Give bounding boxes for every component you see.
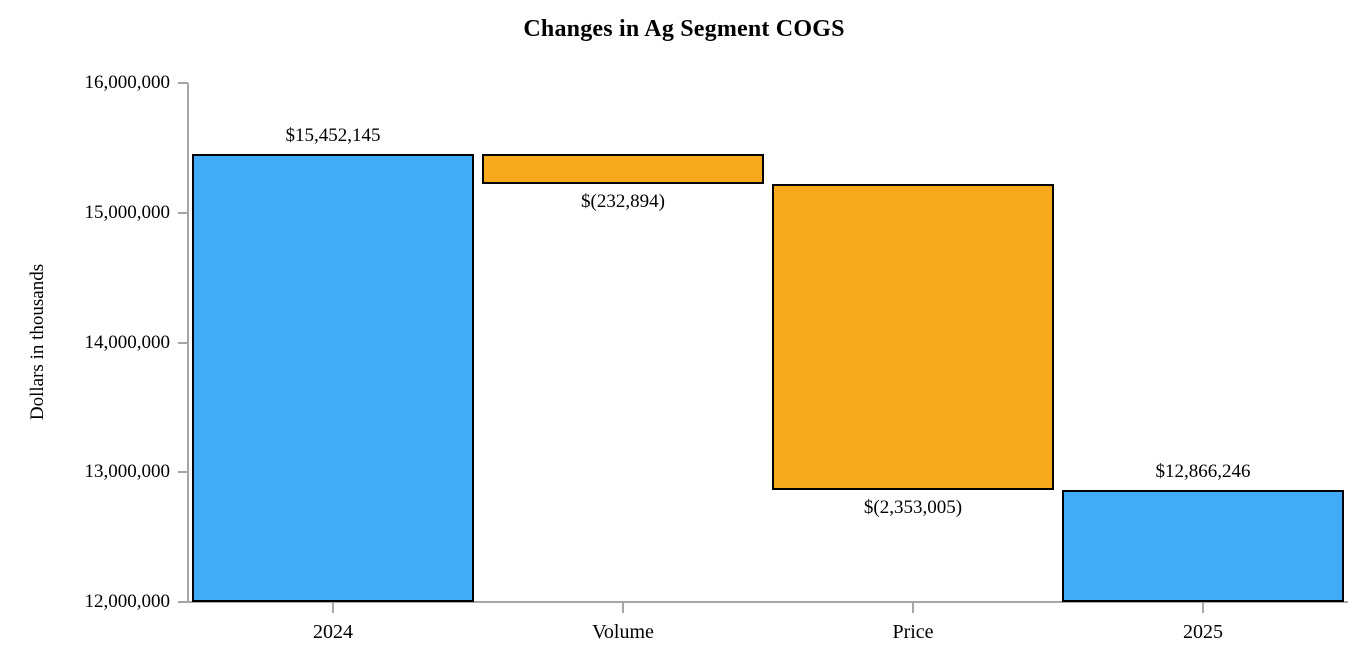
bar-volume: [482, 154, 764, 185]
y-tick-label: 14,000,000: [84, 331, 171, 353]
x-tick-label: 2025: [1183, 621, 1223, 643]
bar-value-label: $(232,894): [581, 191, 665, 213]
y-tick-mark: [178, 82, 188, 84]
y-tick-mark: [178, 471, 188, 474]
bar-2025: [1062, 489, 1344, 602]
x-tick-label: Price: [892, 621, 934, 643]
y-tick-label: 12,000,000: [84, 591, 171, 612]
x-axis-line: [178, 601, 1348, 603]
y-tick-label: 13,000,000: [84, 461, 171, 483]
bar-value-label: $15,452,145: [285, 125, 381, 147]
x-tick-mark: [332, 602, 334, 613]
y-tick-label: 15,000,000: [84, 201, 171, 223]
y-tick-label: 16,000,000: [84, 72, 171, 93]
bar-2024: [192, 154, 474, 602]
x-tick-mark: [912, 602, 914, 613]
bar-price: [772, 184, 1054, 490]
y-axis-line: [187, 83, 189, 603]
bar-value-label: $12,866,246: [1155, 460, 1251, 482]
x-tick-label: Volume: [592, 621, 654, 643]
y-tick-mark: [178, 601, 188, 603]
y-tick-mark: [178, 211, 188, 214]
x-tick-label: 2024: [313, 621, 353, 643]
y-tick-mark: [178, 341, 188, 344]
chart-title: Changes in Ag Segment COGS: [523, 16, 845, 42]
bar-value-label: $(2,353,005): [863, 496, 963, 518]
x-tick-mark: [1202, 602, 1204, 613]
x-tick-mark: [622, 602, 624, 613]
